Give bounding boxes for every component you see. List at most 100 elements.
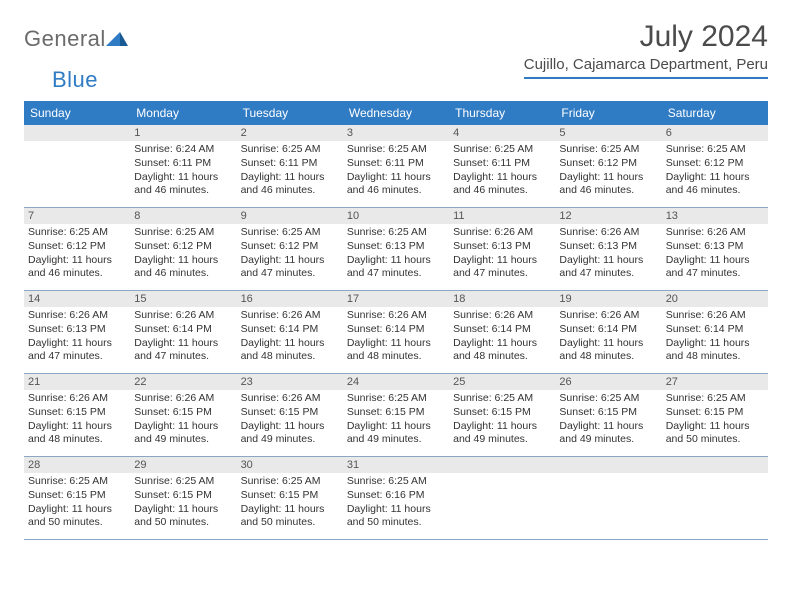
brand-logo: General — [24, 26, 130, 52]
calendar-page: General July 2024 Cujillo, Cajamarca Dep… — [0, 0, 792, 560]
day-number: 30 — [237, 457, 343, 473]
daylight-text: Daylight: 11 hours and 48 minutes. — [666, 337, 764, 364]
day-cell: 13Sunrise: 6:26 AMSunset: 6:13 PMDayligh… — [662, 208, 768, 290]
daylight-text: Daylight: 11 hours and 46 minutes. — [241, 171, 339, 198]
daylight-text: Daylight: 11 hours and 46 minutes. — [666, 171, 764, 198]
week-row: 21 Sunrise: 6:26 AM Sunset: 6:15 PM Dayligh… — [24, 374, 768, 457]
sunset-text: Sunset: 6:13 PM — [559, 240, 657, 254]
sunset-text: Sunset: 6:14 PM — [241, 323, 339, 337]
daylight-text: Daylight: 11 hours and 47 minutes. — [28, 337, 126, 364]
day-cell: 14Sunrise: 6:26 AMSunset: 6:13 PMDayligh… — [24, 291, 130, 373]
daylight-text: Daylight: 11 hours and 48 minutes. — [28, 420, 126, 447]
day-number: 13 — [662, 208, 768, 224]
day-cell: 8Sunrise: 6:25 AMSunset: 6:12 PMDaylight… — [130, 208, 236, 290]
day-number: 29 — [130, 457, 236, 473]
sunrise-text: Sunrise: 6:26 AM — [453, 226, 551, 240]
day-number: 9 — [237, 208, 343, 224]
day-header-thursday: Thursday — [449, 101, 555, 125]
day-cell: 26Sunrise: 6:25 AMSunset: 6:15 PMDayligh… — [555, 374, 661, 456]
daylight-text: Daylight: 11 hours and 46 minutes. — [134, 254, 232, 281]
day-header-tuesday: Tuesday — [237, 101, 343, 125]
sunset-text: Sunset: 6:12 PM — [134, 240, 232, 254]
day-header-saturday: Saturday — [662, 101, 768, 125]
day-header-row: SundayMondayTuesdayWednesdayThursdayFrid… — [24, 101, 768, 125]
week-row: 28Sunrise: 6:25 AMSunset: 6:15 PMDayligh… — [24, 457, 768, 540]
day-number: 24 — [343, 374, 449, 390]
sunset-text: Sunset: 6:11 PM — [241, 157, 339, 171]
day-number: 25 — [449, 374, 555, 390]
day-cell: 22Sunrise: 6:26 AMSunset: 6:15 PMDayligh… — [130, 374, 236, 456]
daylight-text: Daylight: 11 hours and 46 minutes. — [453, 171, 551, 198]
day-cell: 28Sunrise: 6:25 AMSunset: 6:15 PMDayligh… — [24, 457, 130, 539]
day-cell: 1Sunrise: 6:24 AMSunset: 6:11 PMDaylight… — [130, 125, 236, 207]
day-number: 18 — [449, 291, 555, 307]
day-cell: 27Sunrise: 6:25 AMSunset: 6:15 PMDayligh… — [662, 374, 768, 456]
sunrise-text: Sunrise: 6:26 AM — [134, 392, 232, 406]
day-cell: 20 Sunrise: 6:26 AMSunset: 6:14 PMDayligh… — [662, 291, 768, 373]
sunrise-text: Sunrise: 6:25 AM — [347, 475, 445, 489]
day-number: 16 — [237, 291, 343, 307]
sunrise-text: Sunrise: 6:26 AM — [28, 392, 126, 406]
daylight-text: Daylight: 11 hours and 47 minutes. — [453, 254, 551, 281]
day-number: 31 — [343, 457, 449, 473]
sunset-text: Sunset: 6:15 PM — [347, 406, 445, 420]
sunset-text: Sunset: 6:15 PM — [134, 489, 232, 503]
day-cell: 2Sunrise: 6:25 AMSunset: 6:11 PMDaylight… — [237, 125, 343, 207]
sunrise-text: Sunrise: 6:25 AM — [453, 143, 551, 157]
daylight-text: Daylight: 11 hours and 50 minutes. — [28, 503, 126, 530]
sunset-text: Sunset: 6:13 PM — [453, 240, 551, 254]
daylight-text: Daylight: 11 hours and 49 minutes. — [241, 420, 339, 447]
daylight-text: Daylight: 11 hours and 46 minutes. — [347, 171, 445, 198]
sunrise-text: Sunrise: 6:25 AM — [347, 226, 445, 240]
day-header-wednesday: Wednesday — [343, 101, 449, 125]
day-number: 1 — [130, 125, 236, 141]
month-title: July 2024 — [524, 20, 768, 54]
sunrise-text: Sunrise: 6:24 AM — [134, 143, 232, 157]
sunset-text: Sunset: 6:14 PM — [666, 323, 764, 337]
day-cell: 5Sunrise: 6:25 AMSunset: 6:12 PMDaylight… — [555, 125, 661, 207]
sunset-text: Sunset: 6:14 PM — [559, 323, 657, 337]
day-number: 19 — [555, 291, 661, 307]
logo-text-blue: Blue — [52, 67, 98, 93]
sunrise-text: Sunrise: 6:25 AM — [666, 392, 764, 406]
sunrise-text: Sunrise: 6:25 AM — [453, 392, 551, 406]
day-number: 14 — [24, 291, 130, 307]
day-number — [24, 125, 130, 141]
sunrise-text: Sunrise: 6:25 AM — [347, 392, 445, 406]
daylight-text: Daylight: 11 hours and 47 minutes. — [347, 254, 445, 281]
day-cell: 23Sunrise: 6:26 AMSunset: 6:15 PMDayligh… — [237, 374, 343, 456]
sunrise-text: Sunrise: 6:25 AM — [241, 143, 339, 157]
sunset-text: Sunset: 6:15 PM — [28, 489, 126, 503]
day-number: 3 — [343, 125, 449, 141]
day-cell — [24, 125, 130, 207]
day-cell: 21Sunrise: 6:26 AMSunset: 6:15 PMDayligh… — [24, 374, 130, 456]
sunrise-text: Sunrise: 6:26 AM — [559, 226, 657, 240]
sunrise-text: Sunrise: 6:26 AM — [666, 309, 764, 323]
day-number: 8 — [130, 208, 236, 224]
daylight-text: Daylight: 11 hours and 48 minutes. — [453, 337, 551, 364]
sunset-text: Sunset: 6:14 PM — [134, 323, 232, 337]
day-cell: 18Sunrise: 6:26 AMSunset: 6:14 PMDayligh… — [449, 291, 555, 373]
daylight-text: Daylight: 11 hours and 47 minutes. — [134, 337, 232, 364]
day-cell: 9Sunrise: 6:25 AMSunset: 6:12 PMDaylight… — [237, 208, 343, 290]
day-cell: 29Sunrise: 6:25 AMSunset: 6:15 PMDayligh… — [130, 457, 236, 539]
day-cell: 15Sunrise: 6:26 AMSunset: 6:14 PMDayligh… — [130, 291, 236, 373]
day-cell: 7Sunrise: 6:25 AMSunset: 6:12 PMDaylight… — [24, 208, 130, 290]
daylight-text: Daylight: 11 hours and 46 minutes. — [559, 171, 657, 198]
day-number: 20 — [662, 291, 768, 307]
sunset-text: Sunset: 6:12 PM — [241, 240, 339, 254]
day-number: 28 — [24, 457, 130, 473]
sunset-text: Sunset: 6:16 PM — [347, 489, 445, 503]
day-cell — [555, 457, 661, 539]
sunrise-text: Sunrise: 6:25 AM — [241, 226, 339, 240]
day-number: 7 — [24, 208, 130, 224]
logo-text-general: General — [24, 26, 106, 52]
daylight-text: Daylight: 11 hours and 46 minutes. — [28, 254, 126, 281]
day-number — [662, 457, 768, 473]
daylight-text: Daylight: 11 hours and 50 minutes. — [347, 503, 445, 530]
daylight-text: Daylight: 11 hours and 46 minutes. — [134, 171, 232, 198]
day-number: 27 — [662, 374, 768, 390]
sunset-text: Sunset: 6:15 PM — [241, 489, 339, 503]
day-number: 21 — [24, 374, 130, 390]
day-number — [555, 457, 661, 473]
